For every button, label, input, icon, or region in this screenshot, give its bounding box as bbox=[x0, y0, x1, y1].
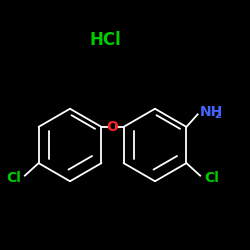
Text: HCl: HCl bbox=[89, 31, 121, 49]
Text: Cl: Cl bbox=[6, 171, 21, 185]
Text: O: O bbox=[106, 120, 118, 134]
Text: Cl: Cl bbox=[204, 171, 219, 185]
Text: NH: NH bbox=[200, 105, 224, 119]
Text: 2: 2 bbox=[215, 110, 222, 120]
